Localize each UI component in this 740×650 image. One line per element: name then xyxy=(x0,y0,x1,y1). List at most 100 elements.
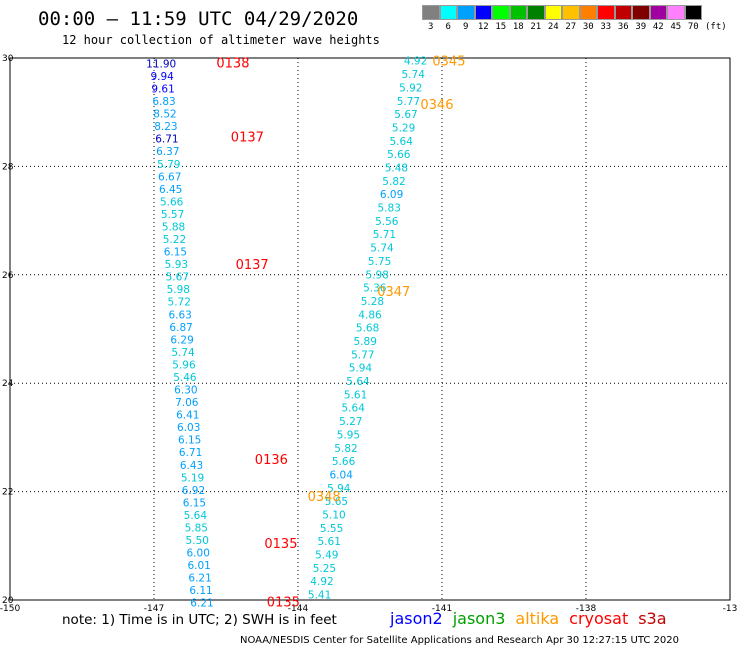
legend-swatch xyxy=(562,5,580,20)
wave-height-value: 6.92 xyxy=(182,485,205,497)
wave-height-value: 5.88 xyxy=(162,221,185,233)
wave-height-value: 5.96 xyxy=(172,359,196,371)
legend-swatch xyxy=(439,5,457,20)
satellite-jason2: jason2 xyxy=(390,609,443,628)
wave-height-value: 5.71 xyxy=(373,229,396,241)
wave-height-value: 6.41 xyxy=(176,410,199,422)
map-subtitle: 12 hour collection of altimeter wave hei… xyxy=(62,33,380,47)
legend-label: 45 xyxy=(670,22,682,32)
wave-height-value: 5.66 xyxy=(332,456,356,468)
wave-height-value: 5.65 xyxy=(325,496,348,508)
map-title: 00:00 – 11:59 UTC 04/29/2020 xyxy=(38,8,359,30)
wave-height-value: 9.94 xyxy=(150,71,174,83)
map-frame xyxy=(9,57,731,601)
wave-height-value: 5.41 xyxy=(308,590,331,602)
wave-height-value: 5.77 xyxy=(351,349,374,361)
legend-swatch xyxy=(614,5,632,20)
y-tick-label: 24 xyxy=(2,379,14,389)
wave-height-value: 5.93 xyxy=(165,259,188,271)
wave-height-value: 5.64 xyxy=(342,403,366,415)
wave-height-value: 9.61 xyxy=(151,84,174,96)
wave-height-value: 6.15 xyxy=(164,247,187,259)
pass-time-label: 0135 xyxy=(264,537,297,552)
wave-height-value: 8.52 xyxy=(153,109,176,121)
wave-height-value: 5.89 xyxy=(354,336,377,348)
legend-label: 21 xyxy=(530,22,542,32)
wave-height-value: 6.43 xyxy=(180,460,203,472)
x-tick-label: -150 xyxy=(0,604,20,614)
wave-height-value: 5.92 xyxy=(399,82,422,94)
wave-height-value: 8.23 xyxy=(154,121,177,133)
pass-time-label: 0137 xyxy=(231,131,264,146)
legend-label: 42 xyxy=(652,22,664,32)
legend-swatch xyxy=(474,5,492,20)
wave-height-value: 5.50 xyxy=(186,535,209,547)
legend-label: 15 xyxy=(495,22,507,32)
wave-height-value: 6.21 xyxy=(188,573,211,585)
legend-swatch xyxy=(527,5,545,20)
x-tick-label: -138 xyxy=(576,604,597,614)
wave-height-value: 5.61 xyxy=(318,536,341,548)
x-tick-label: -147 xyxy=(144,604,164,614)
pass-time-label: 0346 xyxy=(420,98,453,113)
legend-swatch xyxy=(457,5,475,20)
wave-height-value: 6.21 xyxy=(190,598,213,610)
wave-height-value: 5.10 xyxy=(322,509,345,521)
legend-label: 39 xyxy=(635,22,647,32)
wave-height-value: 6.15 xyxy=(178,435,201,447)
wave-height-value: 5.82 xyxy=(334,443,357,455)
wave-height-value: 4.92 xyxy=(404,56,427,68)
legend-label: 24 xyxy=(547,22,559,32)
legend-label: 30 xyxy=(582,22,594,32)
wave-height-value: 5.28 xyxy=(361,296,384,308)
wave-height-value: 5.74 xyxy=(402,69,426,81)
y-tick-label: 22 xyxy=(2,488,13,498)
legend-label: 3 xyxy=(428,22,434,32)
pass-time-label: 0347 xyxy=(377,285,410,300)
wave-height-value: 5.94 xyxy=(349,363,373,375)
legend-swatch xyxy=(579,5,597,20)
wave-height-value: 6.30 xyxy=(174,385,197,397)
legend-swatch xyxy=(597,5,615,20)
legend-swatch xyxy=(509,5,527,20)
legend-label: 18 xyxy=(512,22,524,32)
legend-swatch xyxy=(684,5,702,20)
wave-height-value: 5.48 xyxy=(385,162,408,174)
x-tick-label: -13 xyxy=(723,604,738,614)
wave-height-value: 5.74 xyxy=(370,243,394,255)
pass-time-label: 0135 xyxy=(267,596,300,611)
legend-unit: (ft) xyxy=(705,22,727,32)
wave-height-value: 5.82 xyxy=(382,176,405,188)
wave-height-value: 6.03 xyxy=(177,422,200,434)
wave-height-value: 6.67 xyxy=(158,171,181,183)
legend-swatch xyxy=(667,5,685,20)
wave-height-value: 5.57 xyxy=(161,209,184,221)
legend-label: 27 xyxy=(565,22,577,32)
wave-height-value: 5.49 xyxy=(315,550,338,562)
wave-height-value: 6.04 xyxy=(330,469,354,481)
satellite-altika: altika xyxy=(515,609,560,628)
satellite-jason3: jason3 xyxy=(452,609,506,628)
legend-label: 36 xyxy=(617,22,629,32)
wave-height-value: 5.98 xyxy=(366,269,389,281)
wave-height-value: 6.87 xyxy=(169,322,192,334)
wave-height-value: 5.46 xyxy=(173,372,197,384)
legend-swatch xyxy=(492,5,510,20)
legend-swatch xyxy=(632,5,650,20)
wave-height-value: 5.64 xyxy=(390,136,414,148)
pass-time-label: 0345 xyxy=(432,55,465,70)
legend-label: 9 xyxy=(463,22,469,32)
wave-height-value: 6.11 xyxy=(189,585,212,597)
wave-height-value: 5.85 xyxy=(185,522,208,534)
color-legend xyxy=(422,5,702,20)
wave-height-value: 5.61 xyxy=(344,389,367,401)
wave-height-value: 6.71 xyxy=(155,134,178,146)
wave-height-value: 6.71 xyxy=(179,447,202,459)
legend-label: 12 xyxy=(477,22,489,32)
wave-height-value: 6.29 xyxy=(170,334,193,346)
wave-height-value: 5.67 xyxy=(166,272,189,284)
wave-height-value: 5.79 xyxy=(157,159,180,171)
wave-height-value: 5.83 xyxy=(378,203,401,215)
legend-label: 33 xyxy=(600,22,612,32)
